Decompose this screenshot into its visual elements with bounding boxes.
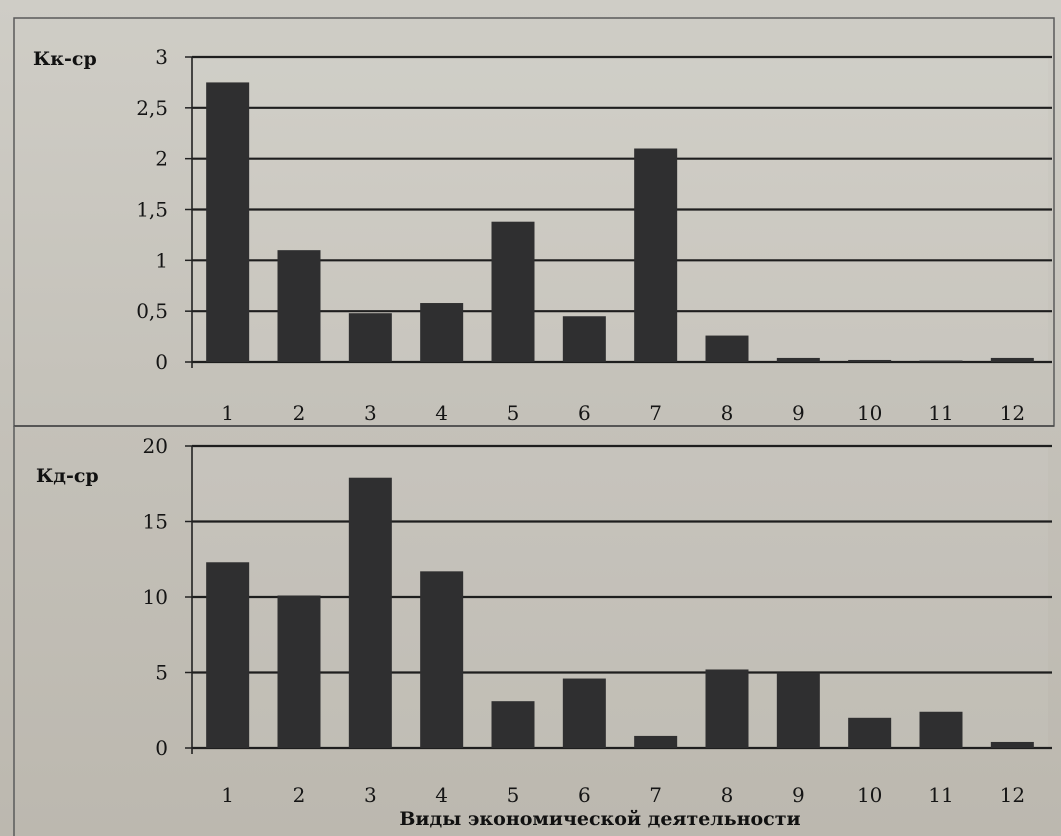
top-x-tick-label: 6 (578, 401, 591, 425)
bottom-bar (348, 477, 392, 748)
bottom-x-tick-label: 7 (649, 783, 662, 807)
top-x-tick-label: 2 (293, 401, 306, 425)
bottom-bar (420, 571, 464, 748)
bottom-bar (776, 672, 820, 748)
bottom-y-tick-label: 15 (143, 510, 168, 534)
bottom-y-tick-label: 5 (155, 661, 168, 685)
bottom-x-tick-label: 6 (578, 783, 591, 807)
bottom-bar (634, 735, 678, 748)
bottom-y-tick-label: 0 (155, 736, 168, 760)
top-bar (277, 250, 321, 362)
top-y-tick-label: 2 (155, 147, 168, 171)
bottom-bar (491, 701, 535, 748)
top-x-tick-label: 10 (857, 401, 882, 425)
bottom-y-tick-label: 20 (143, 434, 168, 458)
top-x-tick-label: 11 (928, 401, 953, 425)
x-axis-label: Виды экономической деятельности (399, 808, 800, 830)
bottom-bar (919, 711, 963, 748)
bottom-bar (848, 717, 892, 748)
top-bar (919, 360, 963, 362)
bottom-x-tick-label: 2 (293, 783, 306, 807)
top-y-tick-label: 1,5 (136, 198, 168, 222)
bottom-bar (705, 669, 749, 748)
bottom-x-tick-label: 11 (928, 783, 953, 807)
bottom-bar (206, 562, 250, 748)
top-bar (990, 357, 1034, 362)
top-x-tick-label: 7 (649, 401, 662, 425)
top-bar (206, 82, 250, 363)
top-bar (634, 148, 678, 362)
bottom-bar (990, 741, 1034, 748)
bottom-y-tick-label: 10 (143, 585, 168, 609)
bottom-x-tick-label: 4 (435, 783, 448, 807)
top-x-tick-label: 12 (1000, 401, 1025, 425)
bottom-x-tick-label: 1 (221, 783, 234, 807)
top-bar (705, 335, 749, 362)
top-bar (491, 221, 535, 362)
top-x-tick-label: 3 (364, 401, 377, 425)
top-x-tick-label: 9 (792, 401, 805, 425)
top-y-axis-label: Кк-ср (33, 48, 97, 70)
bottom-y-axis-label: Кд-ср (36, 465, 99, 487)
top-y-tick-label: 0,5 (136, 299, 168, 323)
bottom-x-tick-label: 9 (792, 783, 805, 807)
top-y-tick-label: 1 (155, 248, 168, 272)
bottom-x-tick-label: 12 (1000, 783, 1025, 807)
top-x-tick-label: 5 (507, 401, 520, 425)
top-bar (848, 359, 892, 362)
top-bar (562, 316, 606, 362)
bottom-x-tick-label: 3 (364, 783, 377, 807)
top-y-tick-label: 0 (155, 350, 168, 374)
top-x-tick-label: 1 (221, 401, 234, 425)
bottom-bar (277, 595, 321, 748)
top-y-tick-label: 2,5 (136, 96, 168, 120)
top-x-tick-label: 8 (721, 401, 734, 425)
top-y-tick-label: 3 (155, 45, 168, 69)
bottom-x-tick-label: 10 (857, 783, 882, 807)
bottom-bar (562, 678, 606, 748)
bottom-x-tick-label: 5 (507, 783, 520, 807)
top-bar (776, 357, 820, 362)
top-x-tick-label: 4 (435, 401, 448, 425)
top-bar (348, 313, 392, 362)
top-bar (420, 303, 464, 362)
bottom-x-tick-label: 8 (721, 783, 734, 807)
